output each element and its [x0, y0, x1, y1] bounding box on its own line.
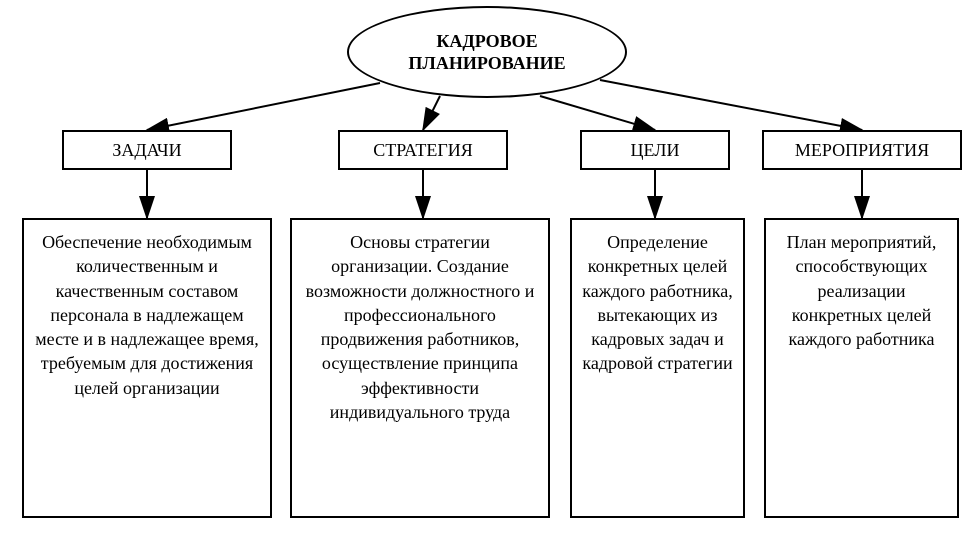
- category-label-1: СТРАТЕГИЯ: [338, 130, 508, 170]
- arrow: [600, 80, 862, 130]
- category-desc-2: Определение конкретных целей каждого раб…: [570, 218, 745, 518]
- category-desc-text: Определение конкретных целей каждого раб…: [580, 230, 735, 376]
- root-node: КАДРОВОЕ ПЛАНИРОВАНИЕ: [347, 6, 627, 98]
- category-desc-1: Основы стратегии организации. Создание в…: [290, 218, 550, 518]
- category-desc-0: Обеспечение необходимым количественным и…: [22, 218, 272, 518]
- root-node-label: КАДРОВОЕ ПЛАНИРОВАНИЕ: [408, 30, 565, 75]
- category-desc-text: Обеспечение необходимым количественным и…: [32, 230, 262, 400]
- category-label-text: ЗАДАЧИ: [112, 140, 181, 161]
- category-desc-text: План мероприятий, способствующих реализа…: [774, 230, 949, 351]
- category-label-2: ЦЕЛИ: [580, 130, 730, 170]
- category-label-0: ЗАДАЧИ: [62, 130, 232, 170]
- category-desc-text: Основы стратегии организации. Создание в…: [300, 230, 540, 424]
- category-desc-3: План мероприятий, способствующих реализа…: [764, 218, 959, 518]
- arrow: [423, 96, 440, 130]
- category-label-text: ЦЕЛИ: [631, 140, 680, 161]
- category-label-3: МЕРОПРИЯТИЯ: [762, 130, 962, 170]
- category-label-text: МЕРОПРИЯТИЯ: [795, 140, 929, 161]
- category-label-text: СТРАТЕГИЯ: [373, 140, 473, 161]
- arrow: [147, 83, 380, 130]
- arrow: [540, 96, 655, 130]
